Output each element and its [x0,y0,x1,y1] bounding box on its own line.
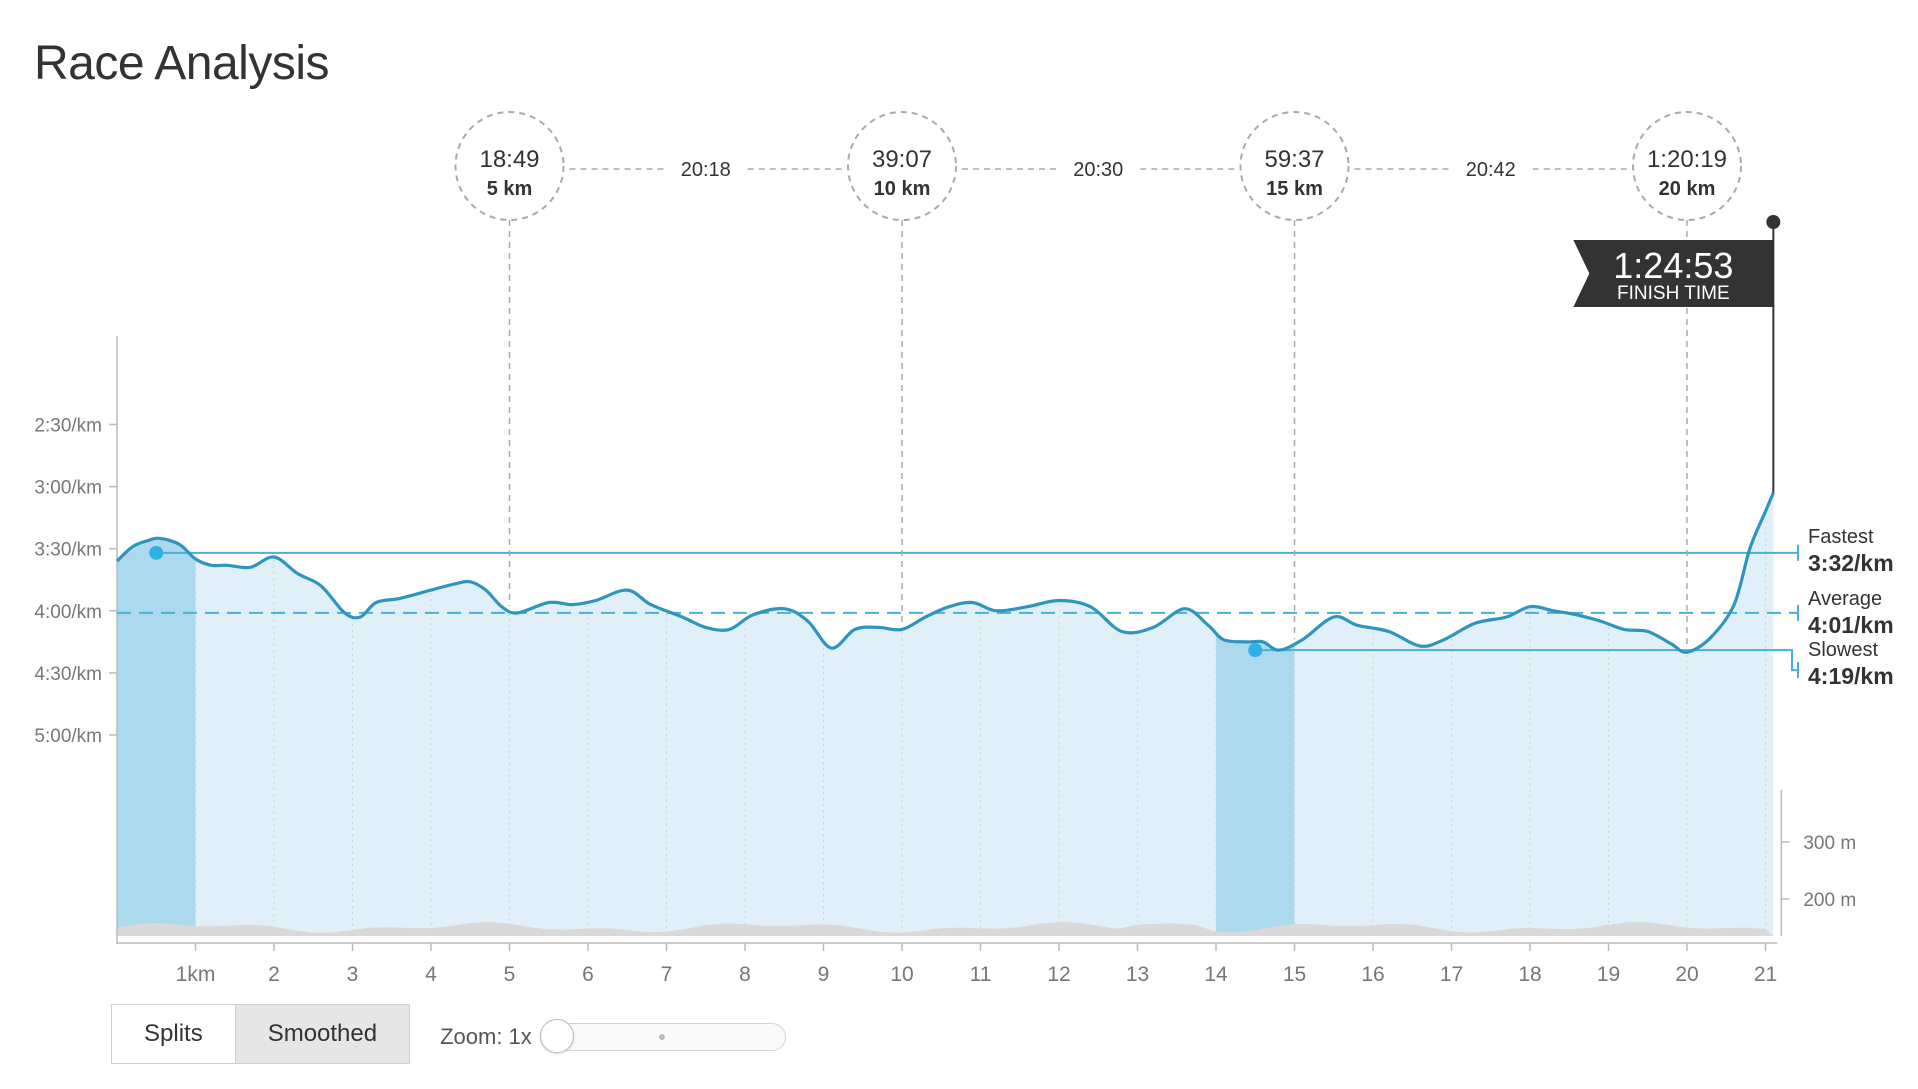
x-tick-label: 9 [818,963,830,986]
splits-button[interactable]: Splits [112,1005,235,1063]
checkpoint-circle [1632,111,1742,221]
y-tick-label: 3:30/km [34,540,102,561]
fastest-label: Fastest [1808,526,1874,548]
pace-area [117,492,1774,936]
x-tick-label: 5 [504,963,516,986]
slowest-line [1255,649,1798,672]
elevation-profile [117,921,1774,936]
finish-flag [1573,240,1774,307]
finish-time: 1:24:53 [1613,245,1733,286]
split-time: 20:42 [1466,159,1516,181]
y-tick-label: 4:00/km [34,602,102,623]
checkpoint-distance: 20 km [1659,178,1716,200]
view-mode-toggle: Splits Smoothed [111,1004,411,1064]
zoom-label: Zoom: 1x [440,1024,532,1049]
x-tick-label: 12 [1047,963,1070,986]
x-tick-label: 4 [425,963,437,986]
x-tick-label: 18 [1518,963,1541,986]
x-tick-label: 11 [970,963,992,986]
x-tick-label: 20 [1675,963,1698,986]
x-tick-label: 7 [661,963,673,986]
average-value: 4:01/km [1808,612,1894,638]
y-tick-label: 4:30/km [34,664,102,685]
split-time: 20:30 [1073,159,1123,181]
average-label: Average [1808,588,1882,610]
split-time: 20:18 [681,159,731,181]
elevation-tick-label: 300 m [1803,833,1856,854]
x-tick-label: 8 [739,963,751,986]
x-tick-label: 15 [1283,963,1306,986]
checkpoint-circle [454,111,565,221]
checkpoint-distance: 5 km [487,178,533,200]
finish-label: FINISH TIME [1617,283,1730,304]
chart-controls: Splits Smoothed Zoom: 1x [111,1004,786,1064]
elevation-tick-label: 200 m [1803,890,1856,911]
race-pace-chart: 2:30/km 3:00/km 3:30/km 4:00/km 4:30/km 5:00/… [34,111,1894,986]
fastest-value: 3:32/km [1808,550,1894,576]
checkpoint-time: 59:37 [1264,146,1324,173]
x-tick-label: 21 [1754,963,1777,986]
slowest-value: 4:19/km [1808,663,1894,689]
finish-pole-top [1766,215,1781,229]
x-tick-label: 17 [1440,963,1463,986]
zoom-track-dot [658,1034,665,1040]
x-tick-label: 6 [582,963,594,986]
checkpoint-time: 39:07 [872,146,932,173]
smoothed-button[interactable]: Smoothed [234,1005,410,1063]
checkpoint-distance: 10 km [874,178,931,200]
x-tick-label: 1km [176,963,216,986]
x-tick-label: 3 [347,963,359,986]
y-tick-label: 5:00/km [34,726,102,747]
zoom-slider-handle[interactable] [539,1019,574,1053]
y-tick-label: 3:00/km [34,478,102,499]
x-tick-label: 2 [268,963,280,986]
checkpoint-circle [1239,111,1350,221]
pace-line [115,492,1775,654]
checkpoint-circle [847,111,957,221]
checkpoint-time: 1:20:19 [1647,146,1727,173]
slowest-marker [1248,643,1263,658]
checkpoint-time: 18:49 [479,146,539,173]
fastest-marker [149,545,164,560]
x-tick-label: 19 [1597,963,1620,986]
x-tick-label: 14 [1204,963,1228,986]
x-tick-label: 10 [890,963,913,986]
slowest-label: Slowest [1808,639,1878,661]
y-tick-label: 2:30/km [34,416,102,437]
page-title: Race Analysis [34,37,329,90]
x-tick-label: 16 [1361,963,1384,986]
checkpoint-distance: 15 km [1266,178,1323,200]
zoom-control: Zoom: 1x [440,1019,786,1053]
x-tick-label: 13 [1126,963,1149,986]
zoom-slider[interactable] [539,1019,786,1053]
slowest-km-segment [1216,492,1295,936]
fastest-km-segment [117,492,196,936]
